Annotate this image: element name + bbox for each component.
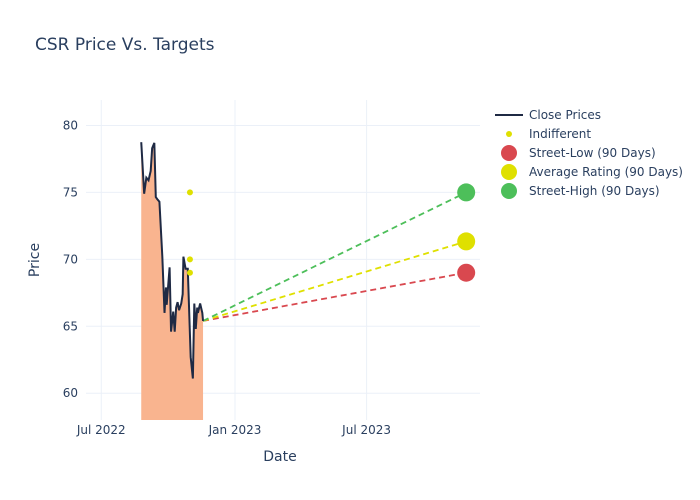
y-axis-label: Price — [27, 243, 43, 277]
indifferent-point — [186, 269, 193, 276]
indifferent-point — [186, 189, 193, 196]
target-marker — [457, 183, 476, 202]
y-tick-label: 75 — [63, 185, 78, 199]
y-tick-label: 70 — [63, 252, 78, 266]
legend-label: Close Prices — [529, 108, 601, 122]
x-tick-label: Jul 2022 — [76, 423, 126, 437]
target-dashed-line — [202, 191, 467, 322]
legend-label: Street-Low (90 Days) — [529, 146, 656, 160]
x-axis-label: Date — [263, 449, 296, 465]
target-marker — [457, 232, 476, 251]
chart-title: CSR Price Vs. Targets — [35, 35, 215, 55]
legend-indifferent-icon — [506, 131, 512, 137]
legend-label: Indifferent — [529, 127, 591, 141]
x-tick-label: Jan 2023 — [208, 423, 262, 437]
y-tick-label: 65 — [63, 319, 78, 333]
target-dashed-line — [202, 271, 467, 322]
y-tick-label: 80 — [63, 118, 78, 132]
close-price-line — [140, 142, 205, 379]
target-dashed-line — [202, 240, 467, 322]
target-marker — [457, 263, 476, 282]
x-tick-label: Jul 2023 — [341, 423, 391, 437]
close-price-area — [141, 142, 204, 421]
legend-label: Street-High (90 Days) — [529, 184, 660, 198]
indifferent-point — [186, 256, 193, 263]
legend-label: Average Rating (90 Days) — [529, 165, 683, 179]
y-tick-label: 60 — [63, 386, 78, 400]
legend-target-icon — [501, 183, 517, 199]
legend-target-icon — [501, 164, 517, 180]
legend[interactable]: Close Prices Indifferent Street-Low (90 Da… — [495, 108, 683, 199]
legend-target-icon — [501, 145, 517, 161]
